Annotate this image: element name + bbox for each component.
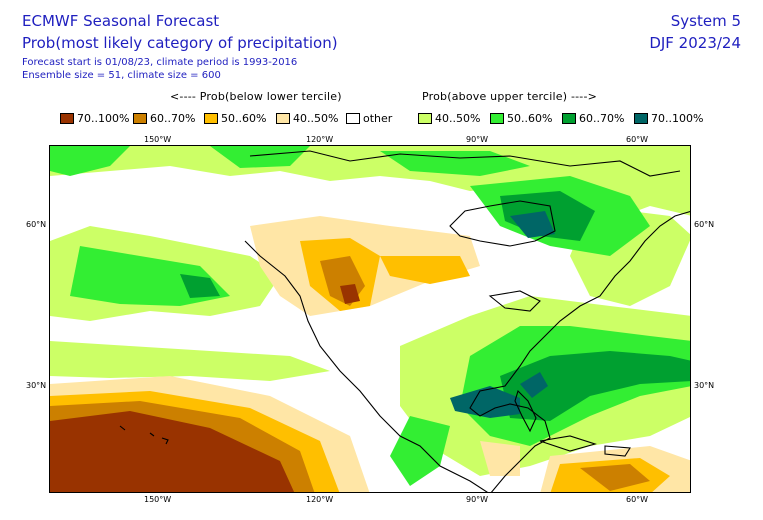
legend-label: 60..70% [579,112,625,125]
lon-tick-bottom: 120°W [306,495,334,504]
lon-tick-bottom: 90°W [466,495,489,504]
alaska-nw [50,146,130,176]
northern-band [50,146,690,221]
caribbean-islands [539,435,631,457]
lon-tick-bottom: 150°W [144,495,172,504]
lon-tick-top: 60°W [626,135,649,144]
mexico-green [390,416,450,486]
legend-swatch [276,113,290,124]
hawaii-brown [50,411,295,492]
caribbean-orange [580,464,650,491]
lat-tick-left: 60°N [26,220,47,229]
legend-label: 40..50% [293,112,339,125]
system-label: System 5 [670,12,741,30]
legend-label: 60..70% [150,112,196,125]
period-label: DJF 2023/24 [649,34,741,52]
legend-label: 50..60% [507,112,553,125]
gulf-dark [500,351,690,421]
legend-label: 70..100% [651,112,704,125]
legend-label: 70..100% [77,112,130,125]
legend-swatch [490,113,504,124]
lon-tick-top: 90°W [466,135,489,144]
pacific-dark [180,274,220,298]
hudson-bay [449,200,556,247]
legend-item: 40..50% [276,112,338,125]
map-subtitle: Prob(most likely category of precipitati… [22,34,338,52]
map-title: ECMWF Seasonal Forecast [22,12,220,30]
pacific-coast [244,240,488,492]
florida [514,389,537,433]
lat-tick-right: 30°N [694,381,715,390]
legend-label: 40..50% [435,112,481,125]
legend-item: 70..100% [634,112,703,125]
legend-swatch [418,113,432,124]
hudson-teal [510,211,555,238]
central-america-tan [480,441,520,476]
legend-swatch [562,113,576,124]
below-70-100-areas [50,284,360,492]
florida-teal [520,372,548,398]
legend-item: 50..60% [204,112,266,125]
hawaii [119,425,169,445]
coastlines [119,150,690,492]
legend-below-header: <---- Prob(below lower tercile) [170,90,342,103]
prairie-amber [380,256,470,284]
legend-swatch [133,113,147,124]
great-lakes [488,290,541,312]
gulf-teal [450,386,520,418]
legend-swatch [346,113,360,124]
legend-item: 50..60% [490,112,552,125]
forecast-info: Forecast start is 01/08/23, climate peri… [22,57,298,68]
legend-label: other [363,112,393,125]
legend-label: 50..60% [221,112,267,125]
arctic-coast [249,150,681,177]
legend-item: 70..100% [60,112,129,125]
lat-tick-right: 60°N [694,220,715,229]
legend-swatch [634,113,648,124]
subtropical-band [50,341,330,381]
legend-swatch [204,113,218,124]
lon-tick-top: 150°W [144,135,172,144]
legend-item: other [346,112,392,125]
precip-probability-map [50,146,690,492]
oregon-brown [340,284,360,304]
lon-tick-top: 120°W [306,135,334,144]
legend-swatch [60,113,74,124]
ensemble-info: Ensemble size = 51, climate size = 600 [22,70,221,81]
lon-tick-bottom: 60°W [626,495,649,504]
legend-item: 60..70% [133,112,195,125]
atlantic-coast [469,211,690,492]
legend-item: 60..70% [562,112,624,125]
map-panel [49,145,691,493]
lat-tick-left: 30°N [26,381,47,390]
above-70-100-areas [450,211,555,418]
arctic-a [210,146,310,168]
legend-item: 40..50% [418,112,480,125]
legend-above-header: Prob(above upper tercile) ----> [422,90,598,103]
